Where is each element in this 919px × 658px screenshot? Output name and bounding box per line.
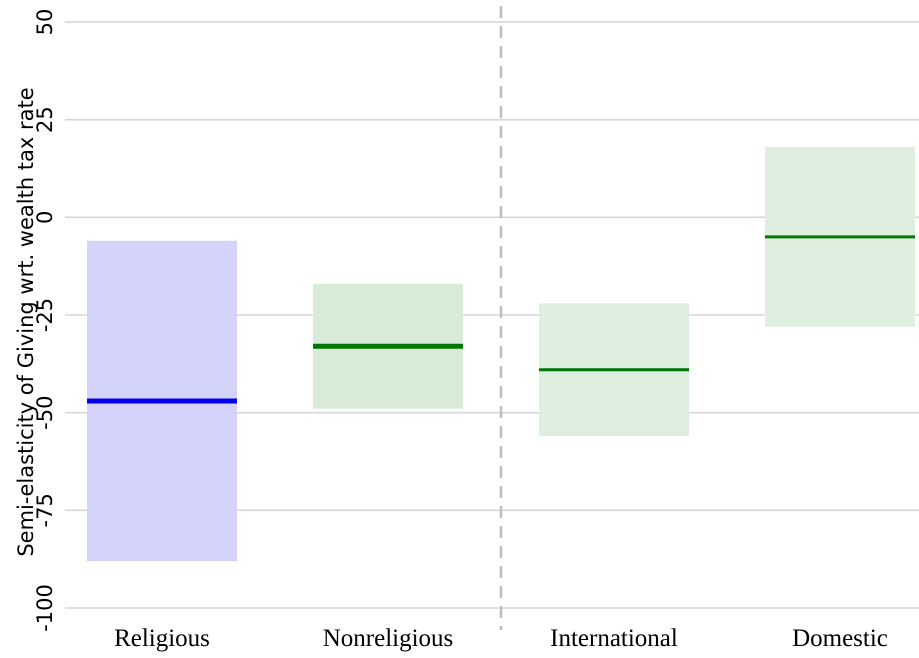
x-tick-label-domestic: Domestic	[792, 625, 888, 652]
y-tick-label: -25	[33, 298, 57, 332]
y-tick-label: -50	[33, 396, 57, 430]
y-tick-label: 50	[33, 9, 57, 36]
y-tick-label: -100	[33, 584, 57, 632]
y-axis-label: Semi-elasticity of Giving wrt. wealth ta…	[14, 87, 38, 556]
y-tick-label: 0	[33, 211, 57, 224]
estimate-lines	[87, 235, 915, 404]
x-tick-label-international: International	[550, 625, 678, 652]
y-tick-label: 25	[33, 106, 57, 133]
y-tick-label: -75	[33, 493, 57, 527]
x-tick-labels: Religious Nonreligious International Domest…	[114, 625, 888, 652]
y-tick-labels: 50 25 0 -25 -50 -75 -100	[33, 9, 57, 632]
x-tick-label-religious: Religious	[114, 625, 210, 652]
x-tick-label-nonreligious: Nonreligious	[323, 625, 454, 652]
